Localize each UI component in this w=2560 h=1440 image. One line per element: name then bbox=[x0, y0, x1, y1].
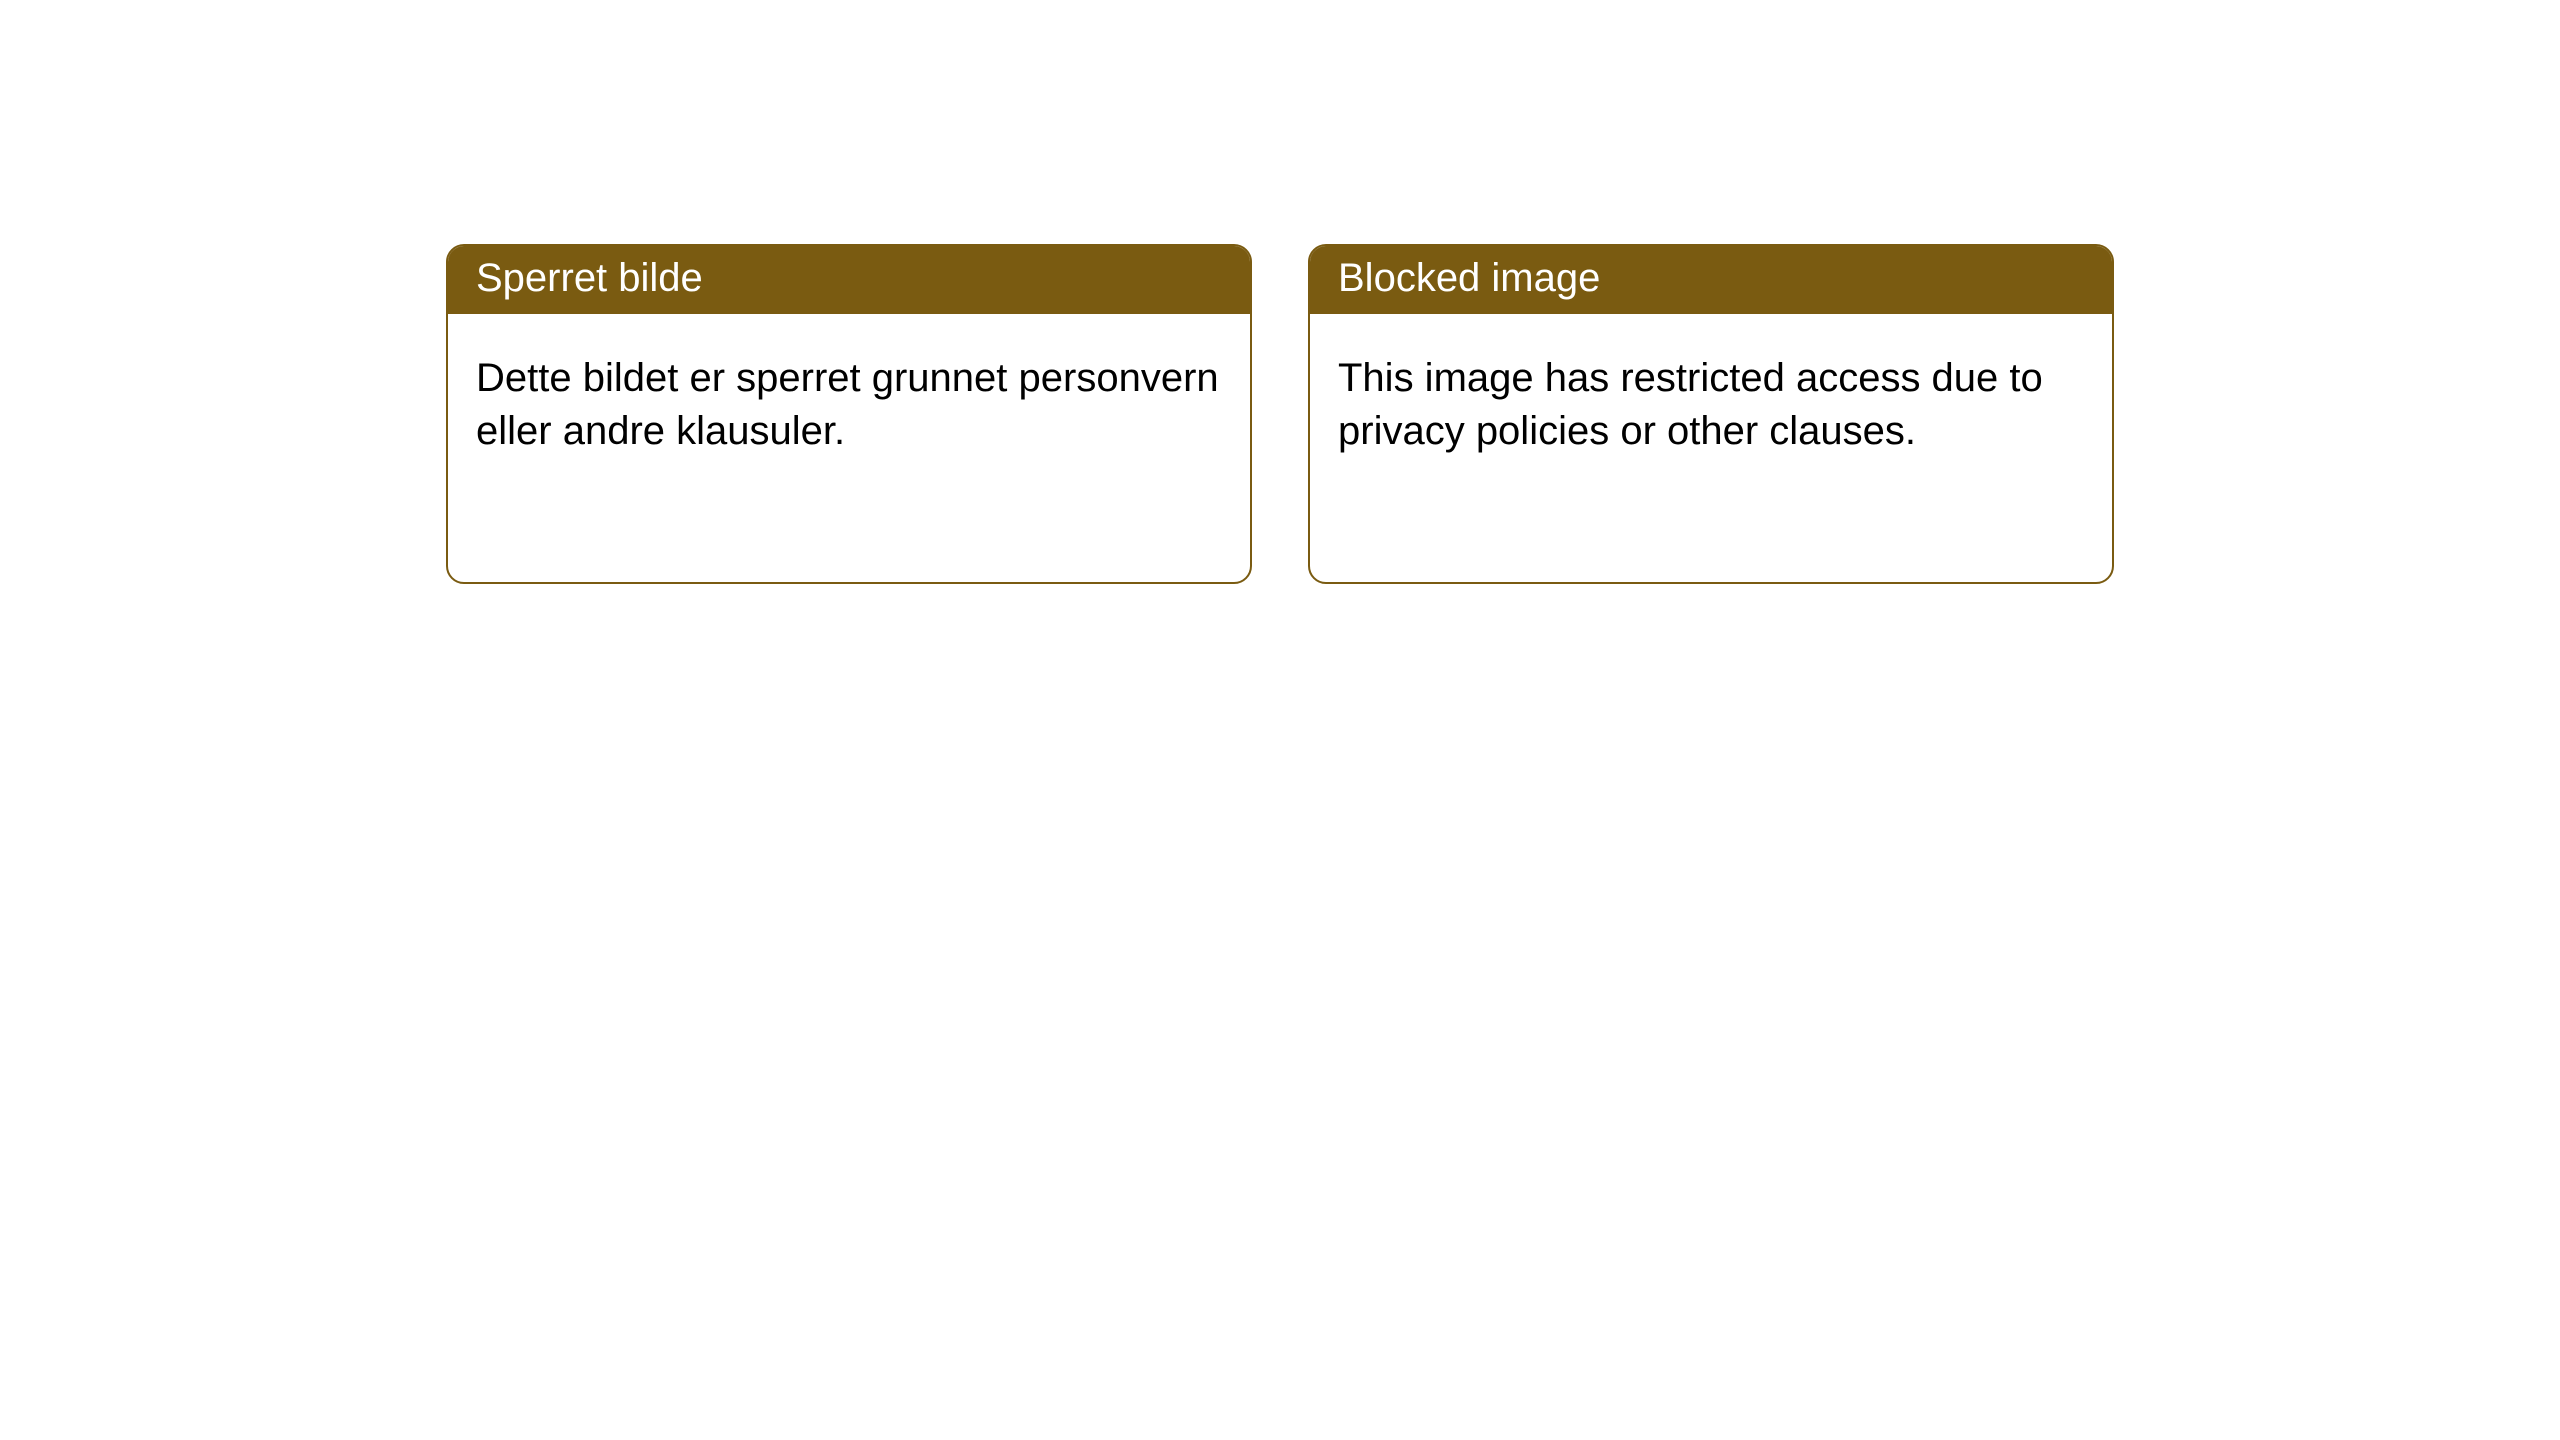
card-title: Blocked image bbox=[1338, 256, 1600, 300]
card-header: Sperret bilde bbox=[448, 246, 1250, 314]
card-body-text: Dette bildet er sperret grunnet personve… bbox=[476, 356, 1219, 453]
card-body: This image has restricted access due to … bbox=[1310, 314, 2112, 486]
blocked-image-card-no: Sperret bilde Dette bildet er sperret gr… bbox=[446, 244, 1252, 584]
card-body: Dette bildet er sperret grunnet personve… bbox=[448, 314, 1250, 486]
card-title: Sperret bilde bbox=[476, 256, 703, 300]
blocked-image-card-en: Blocked image This image has restricted … bbox=[1308, 244, 2114, 584]
notice-container: Sperret bilde Dette bildet er sperret gr… bbox=[0, 0, 2560, 584]
card-header: Blocked image bbox=[1310, 246, 2112, 314]
card-body-text: This image has restricted access due to … bbox=[1338, 356, 2043, 453]
